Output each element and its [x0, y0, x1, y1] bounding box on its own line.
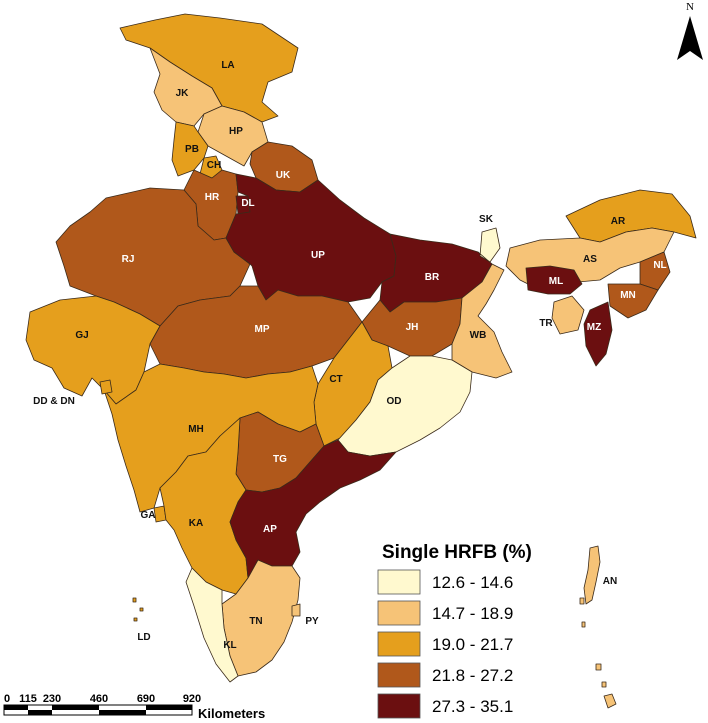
region-MN — [607, 283, 659, 319]
state-labels: LA JK HP PB CH UK HR DL RJ UP BR SK AR AS NL ML MN TR MZ GJ… — [33, 60, 667, 651]
legend-label-4: 21.8 - 27.2 — [432, 666, 513, 685]
label-ml: ML — [549, 276, 563, 287]
legend-label-2: 14.7 - 18.9 — [432, 604, 513, 623]
region-ML — [525, 265, 583, 295]
scale-tick-230: 230 — [43, 693, 61, 705]
legend: Single HRFB (%) 12.6 - 14.6 14.7 - 18.9 19… — [377, 542, 532, 719]
legend-label-5: 27.3 - 35.1 — [432, 697, 513, 716]
region-PY — [291, 603, 301, 617]
scale-tick-920: 920 — [183, 693, 201, 705]
label-py: PY — [305, 616, 319, 627]
state-shapes — [25, 13, 697, 709]
label-jk: JK — [176, 88, 190, 99]
region-SK — [479, 227, 501, 263]
north-arrow-icon — [677, 16, 703, 60]
scale-tick-0: 0 — [4, 693, 10, 705]
label-dd-dn: DD & DN — [33, 396, 75, 407]
legend-label-3: 19.0 - 21.7 — [432, 635, 513, 654]
scale-tick-115: 115 — [19, 693, 37, 705]
legend-swatch-1 — [377, 569, 421, 595]
legend-label-1: 12.6 - 14.6 — [432, 573, 513, 592]
label-tr: TR — [539, 318, 553, 329]
label-mz: MZ — [587, 322, 601, 333]
label-ar: AR — [611, 216, 626, 227]
label-pb: PB — [185, 144, 199, 155]
label-uk: UK — [276, 170, 291, 181]
region-AN — [579, 545, 617, 709]
legend-swatch-4 — [377, 662, 421, 688]
region-MZ — [583, 301, 613, 367]
label-mn: MN — [620, 290, 636, 301]
region-NL — [639, 251, 671, 291]
label-tg: TG — [273, 454, 287, 465]
label-up: UP — [311, 250, 325, 261]
region-TR — [551, 295, 585, 335]
north-label: N — [686, 1, 694, 13]
legend-title: Single HRFB (%) — [382, 542, 532, 563]
label-mp: MP — [255, 324, 270, 335]
label-wb: WB — [470, 330, 487, 341]
region-KL — [185, 567, 239, 683]
label-rj: RJ — [122, 254, 135, 265]
label-ka: KA — [189, 518, 203, 529]
label-hp: HP — [229, 126, 243, 137]
label-gj: GJ — [75, 330, 88, 341]
label-ld: LD — [137, 632, 150, 643]
legend-swatch-2 — [377, 600, 421, 626]
north-arrow: N — [677, 1, 703, 60]
region-WB — [451, 251, 513, 379]
scale-bar: 0 115 230 460 690 920 Kilometers — [3, 693, 265, 721]
label-tn: TN — [249, 616, 262, 627]
label-hr: HR — [205, 192, 220, 203]
label-od: OD — [387, 396, 402, 407]
legend-swatch-3 — [377, 631, 421, 657]
region-DD — [99, 379, 113, 395]
label-br: BR — [425, 272, 440, 283]
label-mh: MH — [188, 424, 204, 435]
label-kl: KL — [223, 640, 236, 651]
region-JK — [149, 47, 223, 127]
region-AP — [229, 439, 397, 579]
label-la: LA — [221, 60, 234, 71]
label-sk: SK — [479, 214, 494, 225]
label-dl: DL — [241, 198, 254, 209]
label-ga: GA — [141, 510, 156, 521]
scale-unit: Kilometers — [198, 706, 265, 721]
label-ct: CT — [329, 374, 342, 385]
label-an: AN — [603, 576, 617, 587]
region-PB — [171, 121, 209, 177]
label-as: AS — [583, 254, 597, 265]
label-nl: NL — [653, 260, 666, 271]
region-UP — [225, 173, 397, 303]
region-LD — [132, 597, 144, 622]
label-ap: AP — [263, 524, 277, 535]
label-ch: CH — [207, 160, 221, 171]
label-jh: JH — [406, 322, 419, 333]
scale-tick-690: 690 — [137, 693, 155, 705]
scale-tick-460: 460 — [90, 693, 108, 705]
legend-swatch-5 — [377, 693, 421, 719]
